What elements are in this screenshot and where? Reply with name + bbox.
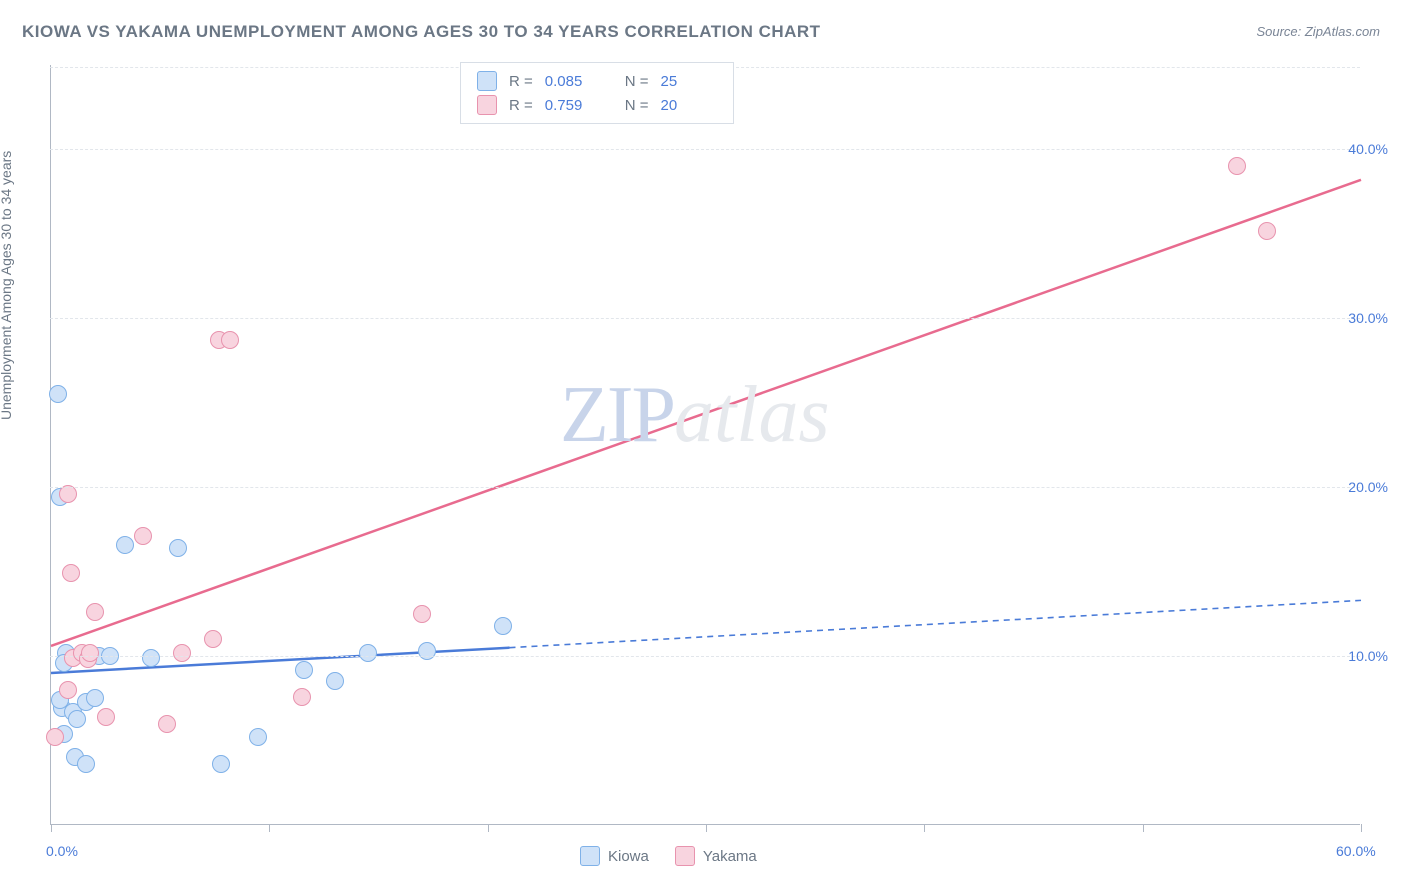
y-tick-label: 30.0% [1348, 310, 1388, 326]
gridline [50, 656, 1360, 657]
x-tick [488, 824, 489, 832]
y-tick-label: 10.0% [1348, 648, 1388, 664]
data-point-kiowa [295, 661, 313, 679]
data-point-yakama [62, 564, 80, 582]
data-point-yakama [59, 681, 77, 699]
data-point-kiowa [212, 755, 230, 773]
gridline [50, 487, 1360, 488]
data-point-yakama [1228, 157, 1246, 175]
x-tick [51, 824, 52, 832]
x-tick [1361, 824, 1362, 832]
data-point-kiowa [169, 539, 187, 557]
data-point-kiowa [326, 672, 344, 690]
legend-row-yakama: R =0.759 N =20 [477, 93, 717, 117]
data-point-kiowa [249, 728, 267, 746]
data-point-kiowa [418, 642, 436, 660]
data-point-yakama [81, 644, 99, 662]
data-point-kiowa [142, 649, 160, 667]
legend-label-yakama: Yakama [703, 848, 757, 865]
data-point-yakama [173, 644, 191, 662]
legend-row-kiowa: R =0.085 N =25 [477, 69, 717, 93]
y-tick-label: 40.0% [1348, 141, 1388, 157]
data-point-yakama [204, 630, 222, 648]
data-point-yakama [293, 688, 311, 706]
plot-area [50, 65, 1360, 825]
data-point-yakama [1258, 222, 1276, 240]
data-point-kiowa [359, 644, 377, 662]
data-point-yakama [86, 603, 104, 621]
legend-label-kiowa: Kiowa [608, 848, 649, 865]
swatch-kiowa [477, 71, 497, 91]
data-point-kiowa [77, 755, 95, 773]
x-tick [1143, 824, 1144, 832]
data-point-yakama [221, 331, 239, 349]
legend-item-yakama: Yakama [675, 846, 757, 866]
x-tick [269, 824, 270, 832]
legend-stats: R =0.085 N =25 R =0.759 N =20 [460, 62, 734, 124]
gridline [50, 318, 1360, 319]
data-point-yakama [46, 728, 64, 746]
x-tick [706, 824, 707, 832]
data-point-yakama [158, 715, 176, 733]
data-point-yakama [134, 527, 152, 545]
data-point-kiowa [494, 617, 512, 635]
swatch-yakama-icon [675, 846, 695, 866]
y-axis-label: Unemployment Among Ages 30 to 34 years [0, 151, 14, 420]
swatch-yakama [477, 95, 497, 115]
data-point-kiowa [49, 385, 67, 403]
source-text: Source: ZipAtlas.com [1256, 24, 1380, 39]
data-point-kiowa [68, 710, 86, 728]
swatch-kiowa-icon [580, 846, 600, 866]
data-point-kiowa [86, 689, 104, 707]
x-tick-label: 60.0% [1336, 843, 1376, 859]
data-point-yakama [413, 605, 431, 623]
data-point-kiowa [116, 536, 134, 554]
data-point-yakama [97, 708, 115, 726]
gridline [50, 149, 1360, 150]
legend-item-kiowa: Kiowa [580, 846, 649, 866]
bottom-legend: Kiowa Yakama [580, 846, 757, 866]
x-tick [924, 824, 925, 832]
x-tick-label: 0.0% [46, 843, 78, 859]
chart-title: KIOWA VS YAKAMA UNEMPLOYMENT AMONG AGES … [22, 22, 821, 42]
y-tick-label: 20.0% [1348, 479, 1388, 495]
trend-lines [51, 65, 1361, 825]
